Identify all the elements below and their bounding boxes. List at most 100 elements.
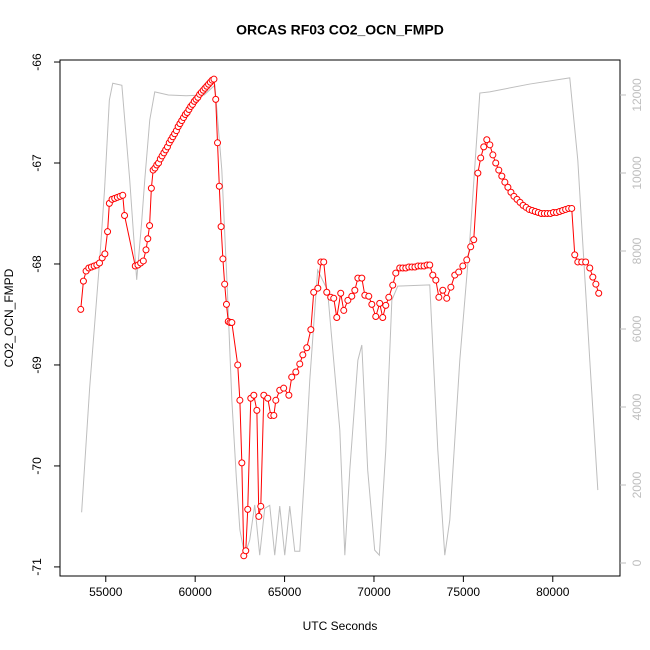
x-tick-label: 80000 [536,585,570,599]
y-tick-label: -66 [30,53,44,71]
data-point [455,268,463,276]
data-point [426,261,434,269]
data-point [257,502,265,510]
data-point [270,411,278,419]
data-point [214,139,222,147]
data-point [477,154,485,162]
x-tick-label: 65000 [268,585,302,599]
data-point [222,300,230,308]
data-point [104,228,112,236]
data-point [459,262,467,270]
data-point [582,258,590,266]
data-point [307,326,315,334]
data-point [79,277,87,285]
data-point [474,169,482,177]
data-point [376,299,384,307]
data-point [568,204,576,212]
data-point [333,313,341,321]
data-point [447,283,455,291]
x-tick-label: 60000 [178,585,212,599]
data-point [280,384,288,392]
y-tick-label: -68 [30,255,44,273]
data-point [217,223,225,231]
data-point [250,391,258,399]
plot-frame [59,59,621,577]
y2-tick-label: 2000 [630,471,644,498]
data-point [310,288,318,296]
data-point [221,280,229,288]
data-point [498,172,506,180]
x-tick-label: 75000 [447,585,481,599]
data-point [344,296,352,304]
data-point [212,95,220,103]
data-point [330,294,338,302]
data-point [77,305,85,313]
data-point [429,271,437,279]
data-point [492,159,500,167]
data-point [288,373,296,381]
data-point [101,250,109,258]
y-tick-label: -69 [30,356,44,374]
data-point [296,360,304,368]
data-point [372,312,380,320]
data-point [255,512,263,520]
data-point [443,294,451,302]
data-point [234,361,242,369]
data-point [340,306,348,314]
data-point [470,236,478,244]
data-point [228,319,236,327]
data-point [215,182,223,190]
y2-tick-label: 0 [630,559,644,566]
data-point [314,284,322,292]
y-tick-label: -70 [30,457,44,475]
data-point [586,264,594,272]
data-point [210,75,218,83]
data-point [236,396,244,404]
data-point [504,183,512,191]
data-point [253,406,261,414]
x-tick-label: 55000 [89,585,123,599]
data-point [486,141,494,149]
data-point [379,313,387,321]
data-point [244,505,252,513]
data-point [146,222,154,230]
data-point [365,292,373,300]
data-point [389,281,397,289]
data-point [595,289,603,297]
data-point [121,212,129,220]
y-tick-label: -67 [30,154,44,172]
data-point [592,280,600,288]
y2-tick-label: 8000 [630,237,644,264]
data-point [480,143,488,151]
data-point [501,178,509,186]
data-point [292,368,300,376]
y2-tick-label: 10000 [630,156,644,190]
data-point [299,351,307,359]
data-point [119,191,127,199]
data-point [432,276,440,284]
y-tick-label: -71 [30,558,44,576]
data-point [323,288,331,296]
data-point [303,344,311,352]
x-tick-label: 70000 [357,585,391,599]
data-point [439,286,447,294]
data-point [285,391,293,399]
data-point [483,136,491,144]
data-point [571,251,579,259]
chart-title: ORCAS RF03 CO2_OCN_FMPD [236,22,444,38]
data-point [435,293,443,301]
y2-tick-label: 4000 [630,393,644,420]
data-point [348,292,356,300]
data-point [264,394,272,402]
data-point [368,300,376,308]
data-point [467,243,475,251]
data-point [382,301,390,309]
data-point [242,547,250,555]
data-point [147,184,155,192]
y2-tick-label: 6000 [630,315,644,342]
data-point [489,151,497,159]
series-line [81,77,599,558]
